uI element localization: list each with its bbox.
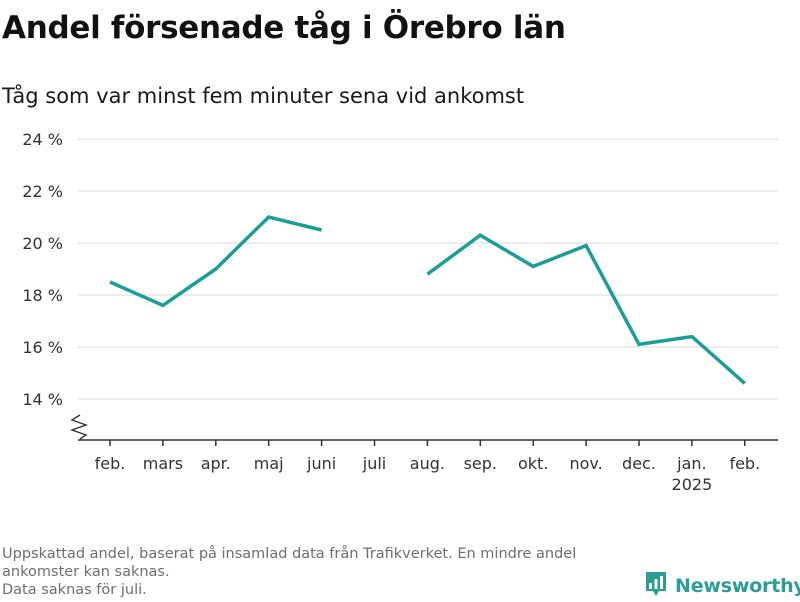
y-tick-label: 14 % (22, 390, 63, 409)
y-tick-label: 18 % (22, 286, 63, 305)
footnote-line: Uppskattad andel, baserat på insamlad da… (2, 546, 577, 562)
x-tick-label: feb. (729, 454, 760, 473)
x-tick-label: mars (143, 454, 183, 473)
footnote-line: Data saknas för juli. (2, 582, 147, 598)
x-tick-label: dec. (622, 454, 656, 473)
y-tick-label: 16 % (22, 338, 63, 357)
x-tick-sublabel: 2025 (672, 475, 713, 494)
x-tick-label: sep. (464, 454, 497, 473)
x-tick-label: aug. (410, 454, 445, 473)
x-tick-label: nov. (569, 454, 602, 473)
brand-name: Newsworthy (675, 575, 800, 597)
y-tick-label: 20 % (22, 234, 63, 253)
x-tick-label: jan. (676, 454, 706, 473)
x-tick-label: maj (254, 454, 284, 473)
axis-break-icon (69, 414, 89, 440)
y-tick-label: 22 % (22, 182, 63, 201)
series-line (109, 215, 323, 308)
x-tick-label: apr. (201, 454, 231, 473)
chart-title: Andel försenade tåg i Örebro län (2, 10, 566, 46)
x-tick-label: okt. (518, 454, 548, 473)
chart-subtitle: Tåg som var minst fem minuter sena vid a… (2, 84, 525, 108)
newsworthy-logo-icon (644, 570, 668, 602)
y-tick-label: 24 % (22, 130, 63, 149)
series-line (426, 233, 746, 385)
footnote-line: ankomster kan saknas. (2, 564, 170, 580)
x-tick-label: feb. (95, 454, 126, 473)
x-tick-label: juli (362, 454, 386, 473)
chart-footnote: Uppskattad andel, baserat på insamlad da… (2, 545, 632, 599)
x-tick-label: juni (306, 454, 336, 473)
brand-logo: Newsworthy (644, 570, 800, 602)
